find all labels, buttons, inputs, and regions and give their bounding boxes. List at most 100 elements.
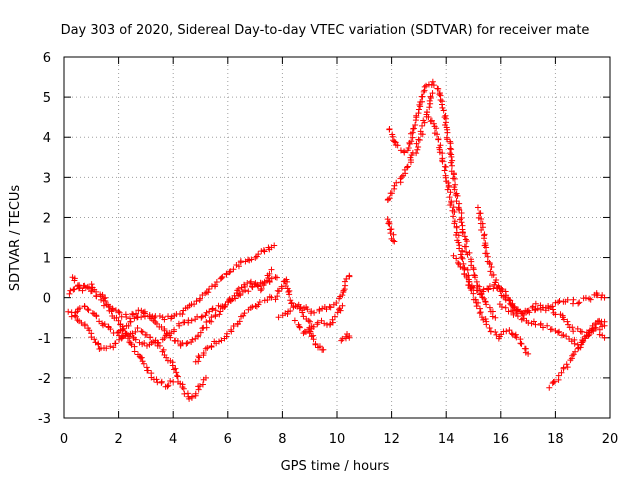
data-point: [173, 369, 180, 376]
data-point: [560, 332, 567, 339]
data-point: [342, 333, 349, 340]
x-tick-label: 2: [114, 432, 122, 447]
x-tick-label: 0: [60, 432, 68, 447]
data-point: [394, 142, 401, 149]
data-point: [86, 327, 93, 334]
data-point: [232, 295, 239, 302]
data-point: [245, 288, 252, 295]
data-point: [523, 308, 530, 315]
data-point: [436, 91, 443, 98]
data-point: [450, 213, 457, 220]
data-point: [388, 190, 395, 197]
data-point: [460, 264, 467, 271]
data-point: [442, 174, 449, 181]
data-point: [122, 332, 129, 339]
data-point: [416, 101, 423, 108]
data-point: [579, 336, 586, 343]
data-point: [601, 334, 608, 341]
data-point: [81, 282, 88, 289]
data-point: [451, 220, 458, 227]
data-point: [67, 287, 74, 294]
data-point: [153, 320, 160, 327]
x-tick-label: 20: [602, 432, 619, 447]
data-point: [482, 315, 489, 322]
data-point: [255, 301, 262, 308]
data-point: [463, 238, 470, 245]
data-point: [544, 322, 551, 329]
data-point: [540, 324, 547, 331]
data-point: [143, 331, 150, 338]
series-track-a: [66, 282, 177, 390]
data-point: [169, 362, 176, 369]
data-point: [216, 311, 223, 318]
data-point: [532, 300, 539, 307]
data-point: [307, 328, 314, 335]
data-point: [230, 266, 237, 273]
data-point: [237, 292, 244, 299]
data-point: [276, 288, 283, 295]
data-point: [116, 309, 123, 316]
data-point: [447, 189, 454, 196]
data-point: [202, 312, 209, 319]
data-point: [552, 311, 559, 318]
data-point: [235, 263, 242, 270]
x-tick-label: 16: [493, 432, 510, 447]
data-point: [512, 333, 519, 340]
data-point: [437, 97, 444, 104]
data-point: [451, 208, 458, 215]
data-point: [447, 150, 454, 157]
data-point: [196, 354, 203, 361]
data-point: [219, 273, 226, 280]
data-point: [101, 295, 108, 302]
data-point: [397, 147, 404, 154]
data-point: [439, 150, 446, 157]
data-point: [440, 107, 447, 114]
data-point: [429, 78, 436, 85]
data-point: [193, 298, 200, 305]
data-point: [223, 270, 230, 277]
data-point: [470, 284, 477, 291]
data-point: [271, 242, 278, 249]
data-point: [520, 311, 527, 318]
data-point: [206, 308, 213, 315]
x-tick-labels: 0 2 4 6 8 10 12 14 16 18 20: [60, 432, 618, 447]
data-point: [434, 131, 441, 138]
series-track-d: [69, 266, 275, 349]
data-point: [564, 364, 571, 371]
data-point: [455, 261, 462, 268]
x-tick-label: 8: [278, 432, 286, 447]
data-point: [188, 317, 195, 324]
series-track-e: [116, 274, 280, 349]
data-point: [311, 309, 318, 316]
data-point: [476, 310, 483, 317]
data-point: [556, 328, 563, 335]
data-point: [408, 138, 415, 145]
data-point: [578, 341, 585, 348]
data-point: [445, 183, 452, 190]
x-axis-label: GPS time / hours: [281, 459, 390, 474]
data-point: [509, 307, 516, 314]
series-track-f: [192, 293, 275, 365]
y-tick-label: 2: [43, 211, 51, 226]
data-point: [601, 294, 608, 301]
data-point: [219, 303, 226, 310]
data-point: [450, 252, 457, 259]
data-point: [439, 104, 446, 111]
data-point: [498, 285, 505, 292]
data-point: [159, 348, 166, 355]
data-point: [596, 331, 603, 338]
data-point: [256, 299, 263, 306]
data-point: [218, 337, 225, 344]
data-point: [89, 310, 96, 317]
data-point: [195, 386, 202, 393]
data-point: [564, 318, 571, 325]
data-point: [502, 296, 509, 303]
data-point: [223, 330, 230, 337]
data-point: [514, 313, 521, 320]
data-point: [140, 360, 147, 367]
data-point: [310, 336, 317, 343]
data-point: [463, 274, 470, 281]
data-point: [563, 333, 570, 340]
data-point: [450, 170, 457, 177]
